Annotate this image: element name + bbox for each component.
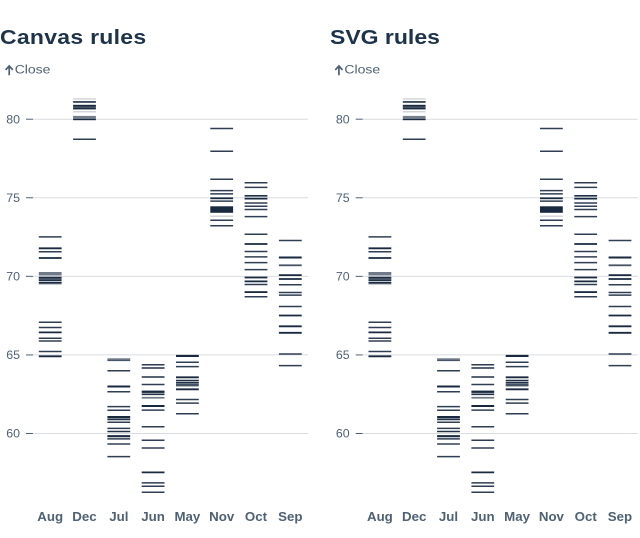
svg-text:May: May bbox=[174, 509, 201, 524]
svg-text:SVG rules: SVG rules bbox=[330, 25, 440, 49]
svg-text:Aug: Aug bbox=[367, 509, 393, 524]
svg-text:Nov: Nov bbox=[209, 509, 235, 524]
svg-text:Sep: Sep bbox=[278, 509, 302, 524]
svg-text:Canvas rules: Canvas rules bbox=[0, 25, 146, 49]
svg-text:Jul: Jul bbox=[109, 509, 128, 524]
svg-text:70: 70 bbox=[336, 270, 350, 284]
svg-text:70: 70 bbox=[6, 270, 20, 284]
svg-text:Oct: Oct bbox=[575, 509, 598, 524]
svg-text:Aug: Aug bbox=[37, 509, 63, 524]
svg-text:60: 60 bbox=[6, 427, 20, 441]
svg-text:Close: Close bbox=[15, 62, 51, 76]
svg-text:60: 60 bbox=[336, 427, 350, 441]
svg-text:65: 65 bbox=[6, 348, 20, 362]
svg-text:Close: Close bbox=[344, 62, 380, 76]
svg-text:80: 80 bbox=[6, 113, 20, 127]
svg-text:Sep: Sep bbox=[608, 509, 632, 524]
svg-text:Jul: Jul bbox=[439, 509, 458, 524]
svg-text:80: 80 bbox=[336, 113, 350, 127]
svg-text:75: 75 bbox=[6, 191, 20, 205]
svg-text:Oct: Oct bbox=[245, 509, 268, 524]
svg-text:Jun: Jun bbox=[141, 509, 165, 524]
svg-text:Nov: Nov bbox=[539, 509, 565, 524]
svg-text:65: 65 bbox=[336, 348, 350, 362]
svg-text:Dec: Dec bbox=[72, 509, 96, 524]
svg-text:Dec: Dec bbox=[402, 509, 426, 524]
svg-text:Jun: Jun bbox=[471, 509, 495, 524]
svg-text:May: May bbox=[504, 509, 531, 524]
svg-text:75: 75 bbox=[336, 191, 350, 205]
